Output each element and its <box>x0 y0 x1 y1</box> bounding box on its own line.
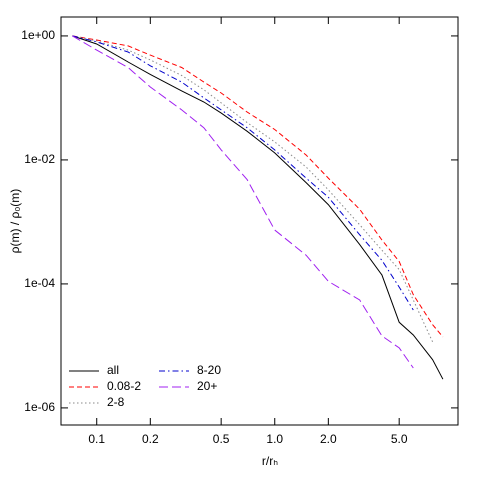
x-axis-label: r/rₕ <box>262 454 278 468</box>
plot-frame <box>60 16 459 426</box>
x-tick-label: 0.5 <box>213 432 230 446</box>
x-tick-label: 1.0 <box>266 432 283 446</box>
y-tick-label: 1e-06 <box>24 400 55 414</box>
legend-label: all <box>107 363 119 377</box>
legend-label: 0.08-2 <box>107 379 141 393</box>
series-line <box>72 35 444 338</box>
y-tick-label: 1e-04 <box>24 276 55 290</box>
series-line <box>72 35 414 311</box>
x-tick-label: 0.2 <box>142 432 159 446</box>
legend-label: 20+ <box>197 379 217 393</box>
y-tick-label: 1e+00 <box>21 28 55 42</box>
series-line <box>72 35 414 369</box>
x-tick-label: 2.0 <box>320 432 337 446</box>
legend-label: 8-20 <box>197 363 221 377</box>
series-line <box>72 35 444 380</box>
y-tick-label: 1e-02 <box>24 152 55 166</box>
x-tick-label: 0.1 <box>88 432 105 446</box>
legend-label: 2-8 <box>107 395 125 409</box>
y-axis-label: ρ(m) / ρ₀(m) <box>8 189 22 254</box>
x-tick-label: 5.0 <box>391 432 408 446</box>
series-line <box>72 35 434 343</box>
